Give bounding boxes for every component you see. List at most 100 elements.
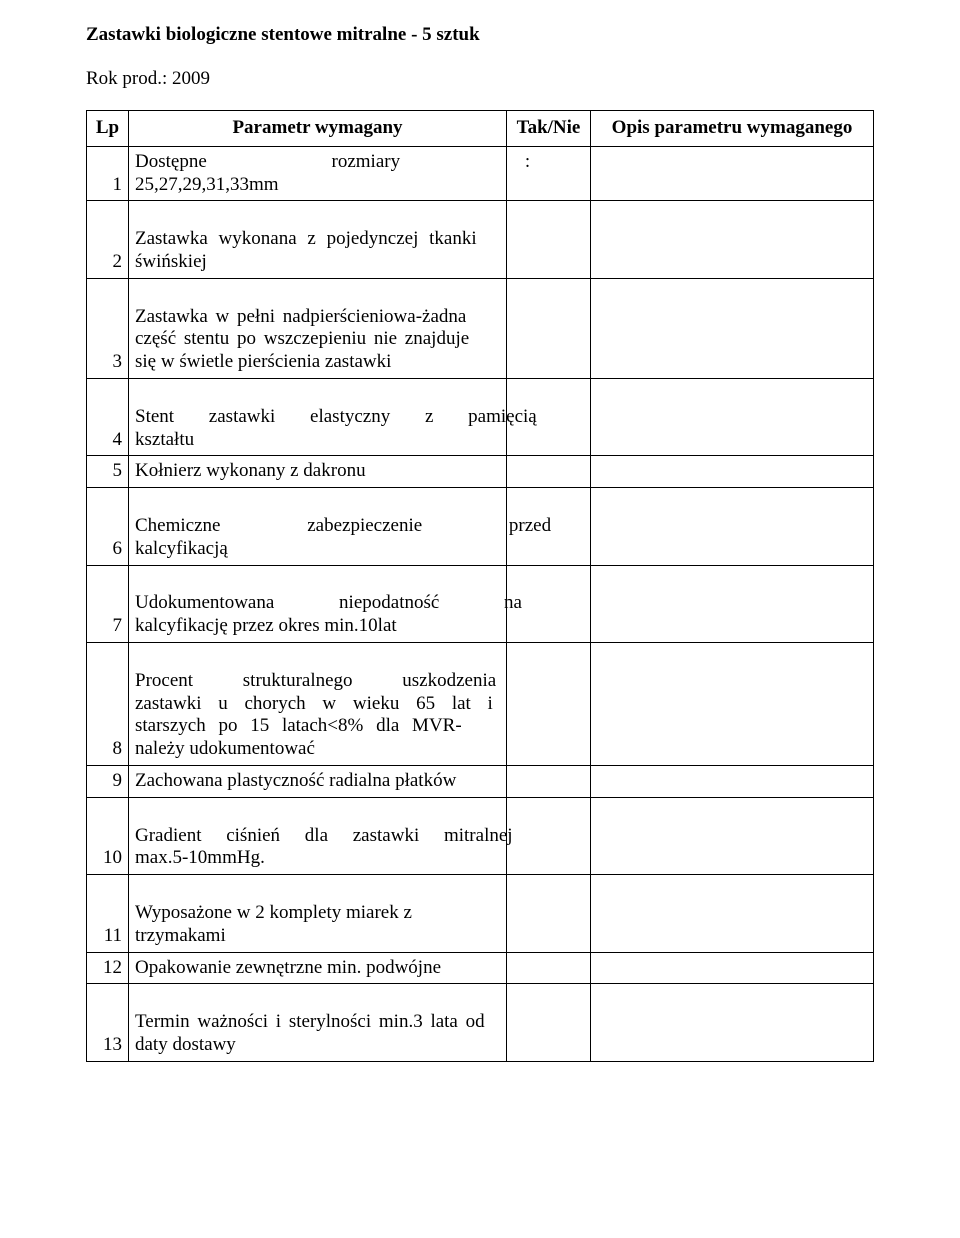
row-taknie <box>507 952 591 984</box>
param-line: trzymakami <box>135 925 500 948</box>
param-line: Termin ważności i sterylności min.3 lata… <box>135 1011 500 1034</box>
row-number: 8 <box>87 642 129 765</box>
row-opis <box>591 765 874 797</box>
param-line: Zastawka w pełni nadpierścieniowa-żadna <box>135 306 500 329</box>
param-line: Zachowana plastyczność radialna płatków <box>135 770 500 793</box>
param-line: należy udokumentować <box>135 738 500 761</box>
row-opis <box>591 488 874 565</box>
table-row: 4Stent zastawki elastyczny z pamięciąksz… <box>87 378 874 455</box>
row-opis <box>591 642 874 765</box>
row-opis <box>591 201 874 278</box>
row-opis <box>591 278 874 378</box>
col-header-lp: Lp <box>87 111 129 147</box>
col-header-param: Parametr wymagany <box>129 111 507 147</box>
row-param: Termin ważności i sterylności min.3 lata… <box>129 984 507 1061</box>
row-number: 1 <box>87 146 129 201</box>
row-opis <box>591 797 874 874</box>
param-line: Stent zastawki elastyczny z pamięcią <box>135 406 500 429</box>
table-row: 2Zastawka wykonana z pojedynczej tkankiś… <box>87 201 874 278</box>
row-opis <box>591 875 874 952</box>
row-param: Gradient ciśnień dla zastawki mitralnejm… <box>129 797 507 874</box>
row-param: Procent strukturalnego uszkodzeniazastaw… <box>129 642 507 765</box>
param-line: Kołnierz wykonany z dakronu <box>135 460 500 483</box>
row-taknie <box>507 797 591 874</box>
table-row: 10Gradient ciśnień dla zastawki mitralne… <box>87 797 874 874</box>
table-row: 5 Kołnierz wykonany z dakronu <box>87 456 874 488</box>
row-param: Opakowanie zewnętrzne min. podwójne <box>129 952 507 984</box>
leading-blank-line <box>135 988 500 1011</box>
row-opis <box>591 952 874 984</box>
param-line: Procent strukturalnego uszkodzenia <box>135 670 500 693</box>
row-taknie <box>507 278 591 378</box>
table-header-row: Lp Parametr wymagany Tak/Nie Opis parame… <box>87 111 874 147</box>
row-taknie <box>507 201 591 278</box>
param-line: kalcyfikację przez okres min.10lat <box>135 615 500 638</box>
col-header-taknie: Tak/Nie <box>507 111 591 147</box>
row-number: 2 <box>87 201 129 278</box>
row-number: 7 <box>87 565 129 642</box>
row-taknie <box>507 456 591 488</box>
param-line: daty dostawy <box>135 1034 500 1057</box>
param-line: kalcyfikacją <box>135 538 500 561</box>
table-row: 9 Zachowana plastyczność radialna płatków <box>87 765 874 797</box>
param-line: zastawki u chorych w wieku 65 lat i <box>135 693 500 716</box>
table-body: 1Dostępne rozmiary :25,27,29,31,33mm2Zas… <box>87 146 874 1061</box>
table-row: 6 Chemiczne zabezpieczenie przedkalcyfika… <box>87 488 874 565</box>
table-row: 3Zastawka w pełni nadpierścieniowa-żadna… <box>87 278 874 378</box>
row-number: 12 <box>87 952 129 984</box>
row-number: 10 <box>87 797 129 874</box>
param-line: 25,27,29,31,33mm <box>135 174 500 197</box>
row-opis <box>591 378 874 455</box>
leading-blank-line <box>135 492 500 515</box>
param-line: Opakowanie zewnętrzne min. podwójne <box>135 957 500 980</box>
param-line: Gradient ciśnień dla zastawki mitralnej <box>135 825 500 848</box>
row-number: 5 <box>87 456 129 488</box>
param-line: Dostępne rozmiary : <box>135 151 500 174</box>
row-param: Wyposażone w 2 komplety miarek ztrzymaka… <box>129 875 507 952</box>
leading-blank-line <box>135 647 500 670</box>
row-number: 13 <box>87 984 129 1061</box>
row-opis <box>591 984 874 1061</box>
row-param: Zastawka wykonana z pojedynczej tkankiśw… <box>129 201 507 278</box>
row-taknie <box>507 642 591 765</box>
table-row: 1Dostępne rozmiary :25,27,29,31,33mm <box>87 146 874 201</box>
row-param: Stent zastawki elastyczny z pamięciąkszt… <box>129 378 507 455</box>
row-param: Dostępne rozmiary :25,27,29,31,33mm <box>129 146 507 201</box>
row-param: Udokumentowana niepodatność nakalcyfikac… <box>129 565 507 642</box>
row-number: 9 <box>87 765 129 797</box>
row-opis <box>591 146 874 201</box>
leading-blank-line <box>135 570 500 593</box>
param-line: Chemiczne zabezpieczenie przed <box>135 515 500 538</box>
row-number: 3 <box>87 278 129 378</box>
table-row: 12 Opakowanie zewnętrzne min. podwójne <box>87 952 874 984</box>
row-param: Zastawka w pełni nadpierścieniowa-żadnac… <box>129 278 507 378</box>
table-row: 13 Termin ważności i sterylności min.3 la… <box>87 984 874 1061</box>
col-header-opis: Opis parametru wymaganego <box>591 111 874 147</box>
row-param: Zachowana plastyczność radialna płatków <box>129 765 507 797</box>
doc-subtitle: Rok prod.: 2009 <box>86 68 874 90</box>
row-number: 11 <box>87 875 129 952</box>
param-line: Udokumentowana niepodatność na <box>135 592 500 615</box>
leading-blank-line <box>135 383 500 406</box>
doc-title: Zastawki biologiczne stentowe mitralne -… <box>86 24 874 46</box>
row-taknie <box>507 875 591 952</box>
row-opis <box>591 456 874 488</box>
row-opis <box>591 565 874 642</box>
leading-blank-line <box>135 205 500 228</box>
param-line: max.5-10mmHg. <box>135 847 500 870</box>
row-number: 4 <box>87 378 129 455</box>
leading-blank-line <box>135 802 500 825</box>
param-line: kształtu <box>135 429 500 452</box>
param-line: część stentu po wszczepieniu nie znajduj… <box>135 328 500 351</box>
param-line: świńskiej <box>135 251 500 274</box>
table-row: 11Wyposażone w 2 komplety miarek ztrzyma… <box>87 875 874 952</box>
requirements-table: Lp Parametr wymagany Tak/Nie Opis parame… <box>86 110 874 1062</box>
param-line: Zastawka wykonana z pojedynczej tkanki <box>135 228 500 251</box>
row-number: 6 <box>87 488 129 565</box>
table-row: 8Procent strukturalnego uszkodzeniazasta… <box>87 642 874 765</box>
row-taknie <box>507 765 591 797</box>
row-param: Kołnierz wykonany z dakronu <box>129 456 507 488</box>
leading-blank-line <box>135 283 500 306</box>
param-line: się w świetle pierścienia zastawki <box>135 351 500 374</box>
row-taknie <box>507 984 591 1061</box>
